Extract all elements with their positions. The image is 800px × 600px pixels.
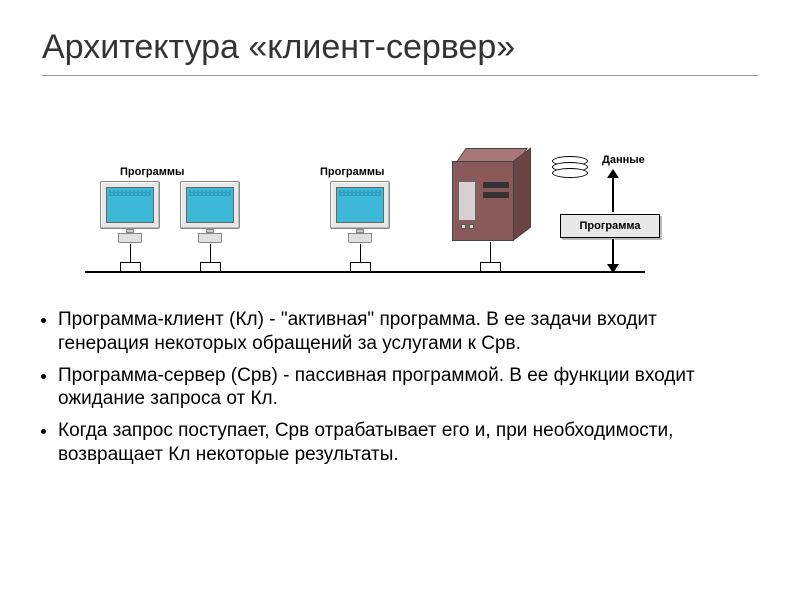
data-disk-icon — [552, 156, 590, 178]
connector-line — [490, 242, 491, 262]
client-monitor-icon — [100, 181, 160, 251]
label-programs-left: Программы — [120, 166, 184, 178]
connector-line — [140, 262, 141, 271]
connector-line — [480, 262, 481, 271]
label-data: Данные — [602, 154, 645, 166]
client-monitor-icon — [330, 181, 390, 251]
architecture-diagram: Программы Программы Данные — [0, 76, 800, 296]
program-box: Программа — [560, 214, 660, 238]
connector-line — [130, 244, 131, 262]
bullet-list: Программа-клиент (Кл) - "активная" прогр… — [0, 296, 800, 467]
connector-line — [370, 262, 371, 271]
server-icon — [452, 148, 532, 243]
connector-line — [210, 244, 211, 262]
connector-line — [500, 262, 501, 271]
slide-title: Архитектура «клиент-сервер» — [0, 0, 800, 67]
arrow-down-icon — [607, 264, 619, 273]
bullet-item: Программа-сервер (Срв) - пассивная прогр… — [58, 364, 752, 412]
connector-line — [360, 244, 361, 262]
bullet-item: Когда запрос поступает, Срв отрабатывает… — [58, 419, 752, 467]
connector-line — [120, 262, 121, 271]
connector-line — [200, 262, 220, 263]
label-programs-mid: Программы — [320, 166, 384, 178]
connector-line — [350, 262, 351, 271]
connector-line — [480, 262, 500, 263]
network-baseline — [85, 271, 645, 273]
connector-line — [200, 262, 201, 271]
bullet-item: Программа-клиент (Кл) - "активная" прогр… — [58, 308, 752, 356]
connector-line — [120, 262, 140, 263]
connector-line — [220, 262, 221, 271]
arrow-line — [612, 239, 614, 267]
client-monitor-icon — [180, 181, 240, 251]
connector-line — [350, 262, 370, 263]
arrow-line — [612, 176, 614, 212]
